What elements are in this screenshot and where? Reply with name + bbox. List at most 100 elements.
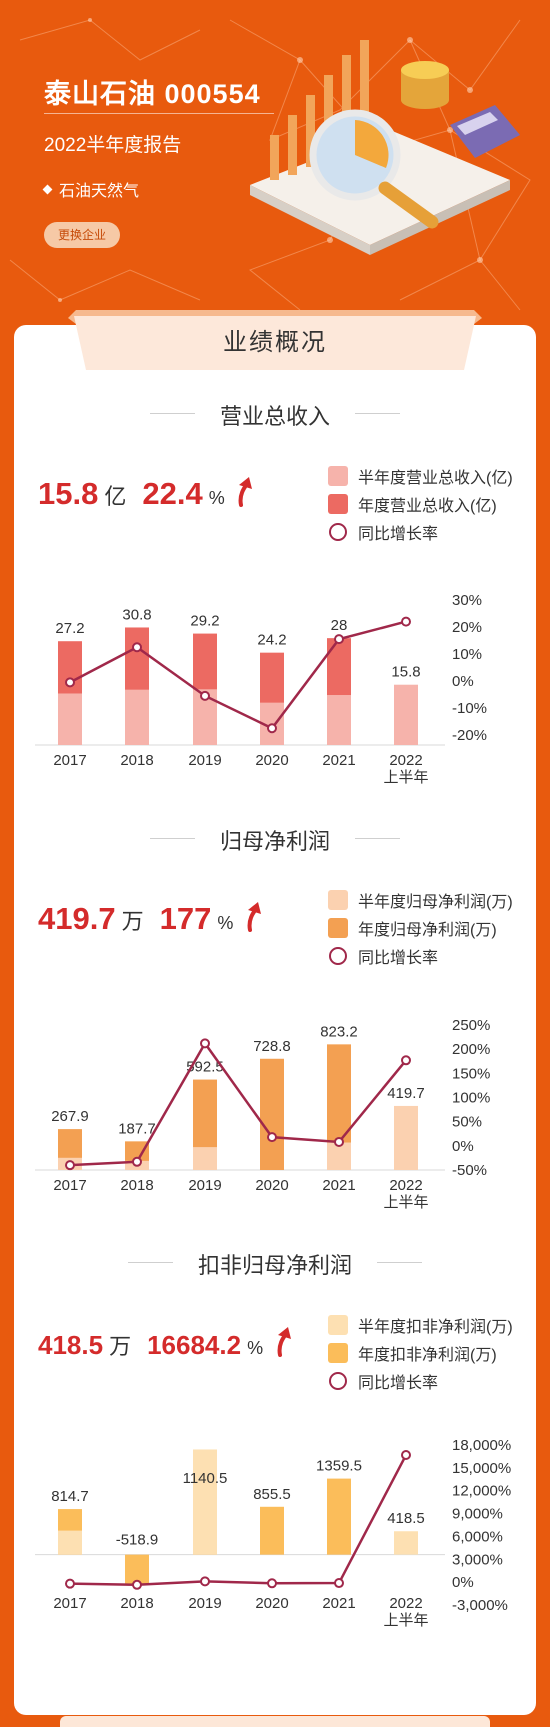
diamond-bullet-icon bbox=[42, 184, 53, 195]
growth-unit: % bbox=[247, 1338, 264, 1358]
right-axis-tick-label: 18,000% bbox=[452, 1437, 511, 1454]
legend-label: 年度归母净利润(万) bbox=[358, 922, 497, 939]
half-year-bar bbox=[58, 1530, 82, 1555]
annual-bar bbox=[260, 1506, 284, 1555]
right-axis-tick-label: 0% bbox=[452, 673, 474, 690]
section-divider-right bbox=[355, 838, 400, 839]
headline-value: 419.7 bbox=[38, 901, 116, 936]
header-banner: 泰山石油 000554 2022半年度报告 石油天然气 更换企业 bbox=[0, 0, 550, 320]
legend-label: 半年度营业总收入(亿) bbox=[358, 470, 513, 487]
half-year-bar bbox=[193, 1147, 217, 1170]
revenue-section-title: 营业总收入 bbox=[219, 404, 330, 429]
growth-point bbox=[334, 1578, 344, 1589]
legend-swatch-half bbox=[328, 890, 348, 910]
right-axis-tick-label: 12,000% bbox=[452, 1483, 511, 1500]
growth-point bbox=[65, 1578, 75, 1589]
right-axis-tick-label: 15,000% bbox=[452, 1460, 511, 1477]
overview-card bbox=[14, 325, 536, 1715]
next-card-tab bbox=[60, 1716, 490, 1727]
x-tick-label-sub: 上半年 bbox=[383, 769, 428, 786]
legend-item-half: 半年度归母净利润(万) bbox=[328, 886, 513, 914]
x-tick-label: 2021 bbox=[322, 1595, 355, 1612]
bar-value-label: 814.7 bbox=[51, 1488, 89, 1505]
x-tick-label: 2020 bbox=[255, 1595, 288, 1612]
growth-point bbox=[267, 723, 277, 734]
right-axis-tick-label: 6,000% bbox=[452, 1528, 503, 1545]
right-axis-tick-label: -20% bbox=[452, 727, 487, 744]
legend-label: 同比增长率 bbox=[358, 950, 439, 967]
growth-point bbox=[401, 616, 411, 627]
net-profit-legend: 半年度归母净利润(万) 年度归母净利润(万) 同比增长率 bbox=[328, 886, 513, 970]
legend-swatch-growth bbox=[329, 1372, 347, 1390]
overview-title: 业绩概况 bbox=[223, 329, 327, 356]
x-tick-label: 2022 bbox=[389, 1595, 422, 1612]
annual-bar bbox=[327, 1478, 351, 1555]
right-axis-tick-label: 9,000% bbox=[452, 1506, 503, 1523]
x-tick-label: 2017 bbox=[53, 752, 86, 769]
bar-value-label: 592.5 bbox=[186, 1059, 224, 1076]
legend-swatch-half bbox=[328, 466, 348, 486]
half-year-bar bbox=[125, 689, 149, 745]
finance-illustration-icon bbox=[250, 40, 520, 255]
right-axis-tick-label: 150% bbox=[452, 1065, 490, 1082]
half-year-bar bbox=[394, 1105, 418, 1170]
x-tick-label: 2021 bbox=[322, 752, 355, 769]
x-tick-label: 2020 bbox=[255, 1177, 288, 1194]
x-tick-label: 2017 bbox=[53, 1595, 86, 1612]
growth-point bbox=[200, 1038, 210, 1049]
growth-unit: % bbox=[217, 913, 234, 933]
x-tick-label: 2021 bbox=[322, 1177, 355, 1194]
section-divider-right bbox=[355, 413, 400, 414]
x-tick-label: 2022 bbox=[389, 752, 422, 769]
report-title: 2022半年度报告 bbox=[44, 135, 182, 156]
growth-line bbox=[69, 620, 407, 730]
deducted-profit-section-title: 扣非归母净利润 bbox=[197, 1253, 352, 1278]
legend-swatch-annual bbox=[328, 494, 348, 514]
bar-value-label: 728.8 bbox=[253, 1038, 291, 1055]
right-axis-tick-label: 250% bbox=[452, 1017, 490, 1034]
right-axis-tick-label: 3,000% bbox=[452, 1551, 503, 1568]
bar-value-label: 29.2 bbox=[190, 613, 219, 630]
right-axis-tick-label: -3,000% bbox=[452, 1597, 508, 1614]
growth-point bbox=[200, 1576, 210, 1587]
divider bbox=[44, 113, 274, 114]
half-year-bar bbox=[394, 1531, 418, 1555]
x-tick-label: 2018 bbox=[120, 752, 153, 769]
growth-point bbox=[401, 1055, 411, 1066]
net-profit-headline: 419.7 万 177% bbox=[38, 900, 266, 937]
change-company-button[interactable]: 更换企业 bbox=[44, 222, 120, 248]
legend-item-growth: 同比增长率 bbox=[328, 518, 513, 546]
legend-swatch-growth bbox=[329, 523, 347, 541]
legend-item-half: 半年度营业总收入(亿) bbox=[328, 462, 513, 490]
legend-label: 年度营业总收入(亿) bbox=[358, 498, 497, 515]
bar-value-label: 267.9 bbox=[51, 1108, 89, 1125]
right-axis-tick-label: 0% bbox=[452, 1574, 474, 1591]
growth-line bbox=[69, 1041, 407, 1167]
headline-growth: 16684.2 bbox=[147, 1330, 242, 1360]
up-arrow-icon bbox=[247, 902, 261, 932]
x-tick-label: 2020 bbox=[255, 752, 288, 769]
headline-unit: 万 bbox=[121, 909, 144, 934]
x-tick-label: 2022 bbox=[389, 1177, 422, 1194]
right-axis-tick-label: 200% bbox=[452, 1041, 490, 1058]
deducted-profit-chart: 814.7 2017 -518.9 2018 1140.5 2019 855.5 2020 13… bbox=[35, 1437, 511, 1629]
growth-point bbox=[267, 1578, 277, 1589]
right-axis-tick-label: 0% bbox=[452, 1138, 474, 1155]
bar-value-label: 855.5 bbox=[253, 1486, 291, 1503]
legend-swatch-annual bbox=[328, 1343, 348, 1363]
bar-value-label: 418.5 bbox=[387, 1510, 425, 1527]
up-arrow-icon bbox=[238, 477, 253, 507]
legend-label: 同比增长率 bbox=[358, 526, 439, 543]
bar-value-label: -518.9 bbox=[116, 1532, 159, 1549]
legend-item-annual: 年度归母净利润(万) bbox=[328, 914, 513, 942]
section-divider-left bbox=[150, 838, 195, 839]
headline-growth: 177 bbox=[159, 901, 212, 936]
deducted-profit-legend: 半年度扣非净利润(万) 年度扣非净利润(万) 同比增长率 bbox=[328, 1311, 513, 1395]
growth-unit: % bbox=[208, 488, 225, 508]
bar-value-label: 15.8 bbox=[391, 664, 420, 681]
growth-point bbox=[334, 634, 344, 645]
legend-item-annual: 年度营业总收入(亿) bbox=[328, 490, 513, 518]
x-tick-label: 2019 bbox=[188, 1177, 221, 1194]
half-year-bar bbox=[193, 1449, 217, 1555]
x-tick-label-sub: 上半年 bbox=[383, 1194, 428, 1211]
